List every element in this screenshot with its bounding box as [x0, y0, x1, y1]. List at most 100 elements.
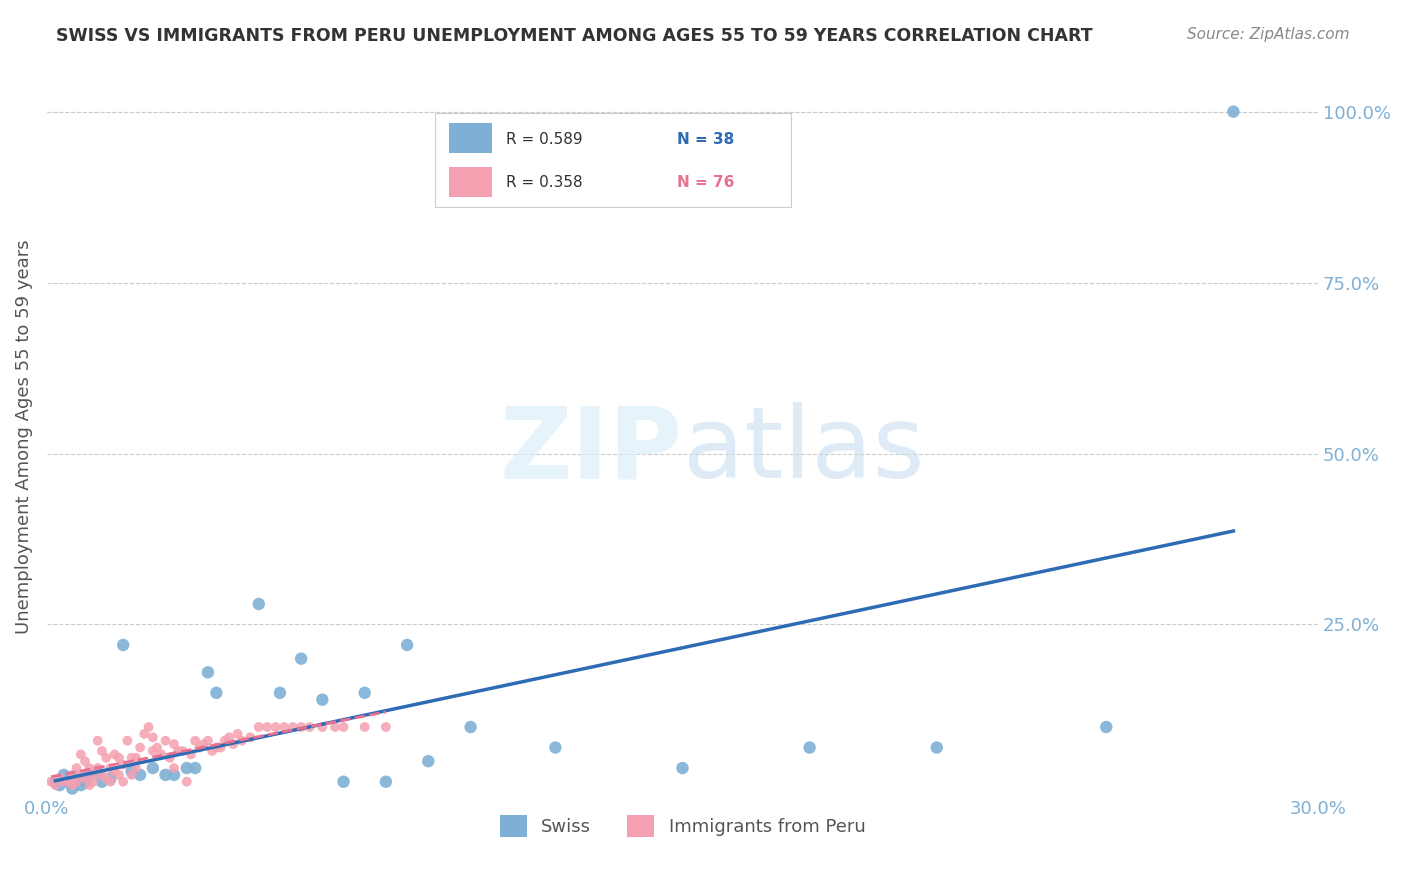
Y-axis label: Unemployment Among Ages 55 to 59 years: Unemployment Among Ages 55 to 59 years: [15, 239, 32, 633]
Point: [176, 761, 198, 775]
Point: [52, 774, 75, 789]
Point: [87, 761, 110, 775]
Point: [193, 737, 215, 751]
Text: atlas: atlas: [682, 402, 924, 500]
Point: [197, 733, 219, 747]
Point: [311, 692, 333, 706]
Point: [73, 774, 96, 789]
Point: [77, 761, 100, 775]
Point: [56, 774, 79, 789]
Point: [155, 768, 177, 782]
Point: [87, 733, 110, 747]
Point: [100, 774, 122, 789]
Point: [69, 747, 91, 762]
Legend: Swiss, Immigrants from Peru: Swiss, Immigrants from Peru: [492, 807, 873, 844]
Point: [65, 761, 87, 775]
Point: [142, 744, 165, 758]
Point: [125, 761, 148, 775]
Point: [184, 733, 207, 747]
Point: [256, 720, 278, 734]
Point: [142, 731, 165, 745]
Point: [112, 638, 135, 652]
Point: [117, 733, 139, 747]
Point: [96, 751, 118, 765]
Point: [83, 774, 105, 789]
Point: [134, 727, 156, 741]
Point: [184, 761, 207, 775]
Point: [48, 772, 70, 786]
Point: [273, 720, 295, 734]
Point: [353, 720, 375, 734]
Point: [65, 774, 87, 789]
Point: [73, 754, 96, 768]
Point: [172, 744, 194, 758]
Point: [209, 740, 232, 755]
Point: [188, 740, 211, 755]
Point: [44, 774, 66, 789]
Point: [52, 768, 75, 782]
Point: [205, 740, 228, 755]
Point: [104, 747, 127, 762]
Point: [247, 720, 270, 734]
Text: SWISS VS IMMIGRANTS FROM PERU UNEMPLOYMENT AMONG AGES 55 TO 59 YEARS CORRELATION: SWISS VS IMMIGRANTS FROM PERU UNEMPLOYME…: [56, 27, 1092, 45]
Point: [1095, 720, 1118, 734]
Point: [218, 731, 240, 745]
Point: [281, 720, 304, 734]
Point: [108, 768, 131, 782]
Point: [112, 757, 135, 772]
Point: [332, 720, 354, 734]
Point: [311, 720, 333, 734]
Point: [353, 686, 375, 700]
Point: [418, 754, 440, 768]
Point: [138, 720, 160, 734]
Point: [121, 768, 143, 782]
Point: [264, 720, 287, 734]
Point: [91, 768, 114, 782]
Point: [180, 747, 202, 762]
Point: [226, 727, 249, 741]
Point: [73, 772, 96, 786]
Point: [77, 778, 100, 792]
Point: [269, 686, 291, 700]
Point: [799, 740, 821, 755]
Point: [201, 744, 224, 758]
Point: [167, 744, 190, 758]
Point: [60, 768, 83, 782]
Point: [100, 761, 122, 775]
Point: [290, 651, 312, 665]
Point: [155, 733, 177, 747]
Point: [69, 778, 91, 792]
Point: [56, 774, 79, 789]
Point: [87, 764, 110, 779]
Point: [83, 768, 105, 782]
Point: [142, 761, 165, 775]
Point: [121, 764, 143, 779]
Point: [96, 772, 118, 786]
Point: [69, 768, 91, 782]
Point: [298, 720, 321, 734]
Point: [460, 720, 482, 734]
Point: [159, 751, 181, 765]
Point: [60, 781, 83, 796]
Point: [39, 774, 62, 789]
Point: [91, 744, 114, 758]
Point: [544, 740, 567, 755]
Point: [44, 778, 66, 792]
Point: [197, 665, 219, 680]
Point: [163, 768, 186, 782]
Point: [129, 768, 152, 782]
Point: [231, 733, 253, 747]
Point: [108, 751, 131, 765]
Point: [239, 731, 262, 745]
Text: Source: ZipAtlas.com: Source: ZipAtlas.com: [1187, 27, 1350, 42]
Point: [121, 751, 143, 765]
Point: [65, 772, 87, 786]
Point: [150, 747, 173, 762]
Point: [205, 686, 228, 700]
Point: [396, 638, 419, 652]
Point: [125, 751, 148, 765]
Point: [290, 720, 312, 734]
Point: [374, 720, 396, 734]
Point: [112, 774, 135, 789]
Point: [323, 720, 346, 734]
